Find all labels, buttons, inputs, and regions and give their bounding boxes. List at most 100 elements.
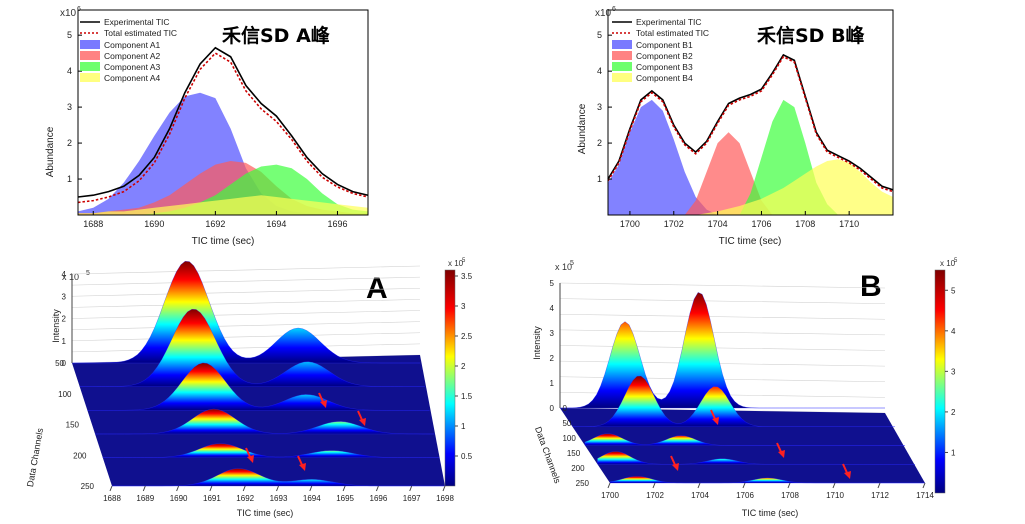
legend-label: Experimental TIC [104, 17, 170, 27]
z-tick-label: 0 [62, 359, 67, 368]
y-tick-label: 200 [73, 451, 87, 460]
axis-ticks: 1700 1702 1704 1706 1708 1710 1712 171405010015… [550, 279, 935, 500]
z-axis-label: Intensity [51, 309, 61, 343]
x-tick [787, 482, 791, 489]
colorbar-tick-label: 1 [951, 448, 956, 457]
x-tick [142, 485, 146, 492]
legend-swatch-b4 [612, 73, 632, 82]
grid-line [559, 345, 886, 351]
colorbar-gradient [934, 269, 946, 494]
y-tick-label: 2 [67, 138, 72, 148]
y-tick-label: 4 [67, 66, 72, 76]
x-tick-label: 1692 [205, 219, 225, 229]
chart-title: 禾信SD B峰 [757, 24, 866, 47]
ridge-channel-90 [584, 433, 905, 446]
annotation-arrowhead [359, 418, 366, 426]
axis-ticks: 1688 1689 1690 1691 1692 1693 1694 1695 1696 1697… [55, 270, 454, 503]
x-tick [242, 485, 246, 492]
x-tick-label: 1698 [436, 494, 454, 503]
ridge-channel-150 [609, 475, 925, 484]
colorbar-exponent-base: x 10 [448, 259, 464, 268]
z-exponent-base: x 10 [555, 262, 572, 272]
annotation-arrowhead [299, 463, 306, 471]
legend-swatch-a4 [80, 73, 100, 82]
legend: Experimental TIC Total estimated TIC Com… [612, 17, 709, 83]
z-exponent-power: 5 [570, 260, 574, 267]
x-tick-label: 1694 [303, 494, 321, 503]
x-tick-label: 1710 [839, 219, 859, 229]
legend-label: Component A3 [104, 62, 161, 72]
component-area-component-b4 [695, 159, 893, 215]
x-tick-label: 1704 [708, 219, 728, 229]
legend-label: Component A4 [104, 73, 161, 83]
legend-swatch-a2 [80, 51, 100, 60]
x-axis-label: TIC time (sec) [719, 236, 782, 247]
z-tick-label: 3 [550, 329, 555, 338]
x-tick-label: 1712 [871, 491, 889, 500]
grid-line [71, 343, 421, 353]
y-tick-label: 50 [55, 359, 64, 368]
surface [560, 292, 925, 484]
y-tick-label: 5 [597, 30, 602, 40]
z-tick-label: 2 [550, 354, 555, 363]
annotation-arrowhead [778, 450, 785, 458]
x-tick [375, 485, 379, 492]
z-tick-label: 1 [550, 379, 555, 388]
legend-label: Experimental TIC [636, 17, 702, 27]
y-axis-label: Data Channels [533, 425, 563, 485]
y-axis-label: Data Channels [25, 427, 45, 488]
legend-swatch-b2 [612, 51, 632, 60]
x-tick [442, 485, 446, 492]
surface-plot-b: x 10 5 B Intensity Data Channels TIC tim… [532, 258, 958, 518]
legend-label: Total estimated TIC [104, 28, 177, 38]
colorbar-tick-label: 3 [951, 367, 956, 376]
grid-line [71, 299, 421, 308]
y-tick-label: 100 [58, 390, 72, 399]
x-tick-label: 1696 [370, 494, 388, 503]
x-tick-label: 1695 [336, 494, 354, 503]
y-tick-label: 150 [567, 449, 581, 458]
x-tick-label: 1696 [327, 219, 347, 229]
component-area-component-b1 [608, 99, 718, 215]
colorbar: x 10 5 0.5 1 1.5 2 2.5 3 3.5 [444, 258, 473, 487]
z-exponent-base: x 10 [62, 272, 79, 282]
x-axis-label: TIC time (sec) [237, 508, 294, 518]
y-exponent-power: 6 [77, 6, 81, 13]
experimental-tic-line [607, 53, 894, 191]
y-tick-label: 2 [597, 138, 602, 148]
x-tick [309, 485, 313, 492]
x-tick [342, 485, 346, 492]
y-tick-label: 5 [67, 30, 72, 40]
ridge-channel-120 [597, 451, 916, 465]
surface-plot-a: x 10 5 A Intensity Data Channels TIC tim… [25, 258, 473, 518]
ridge-channel-100 [87, 362, 430, 411]
y-tick-label: 100 [562, 434, 576, 443]
grid-line [71, 287, 421, 297]
colorbar-tick-label: 2 [461, 362, 466, 371]
x-tick-label: 1694 [266, 219, 286, 229]
y-tick-label: 1 [67, 174, 72, 184]
grid-line [559, 282, 886, 289]
legend-label: Component B2 [636, 51, 693, 61]
x-tick [176, 485, 180, 492]
y-tick-label: 200 [571, 464, 585, 473]
x-tick [109, 485, 113, 492]
surface-floor [72, 355, 445, 486]
x-tick [607, 482, 611, 489]
colorbar-tick-label: 1.5 [461, 392, 473, 401]
chart-title: 禾信SD A峰 [222, 24, 331, 47]
x-tick [209, 485, 213, 492]
ridge-channel-125 [94, 408, 435, 435]
grid-line [71, 332, 421, 342]
x-tick-label: 1700 [601, 491, 619, 500]
annotation-arrowhead [844, 471, 851, 479]
x-tick [877, 482, 881, 489]
grid-line [559, 298, 886, 304]
z-tick-label: 4 [62, 270, 67, 279]
x-tick-label: 1702 [664, 219, 684, 229]
legend-swatch-a3 [80, 62, 100, 71]
x-tick-label: 1700 [620, 219, 640, 229]
legend-swatch-a1 [80, 40, 100, 49]
panel-letter: A [366, 272, 388, 305]
